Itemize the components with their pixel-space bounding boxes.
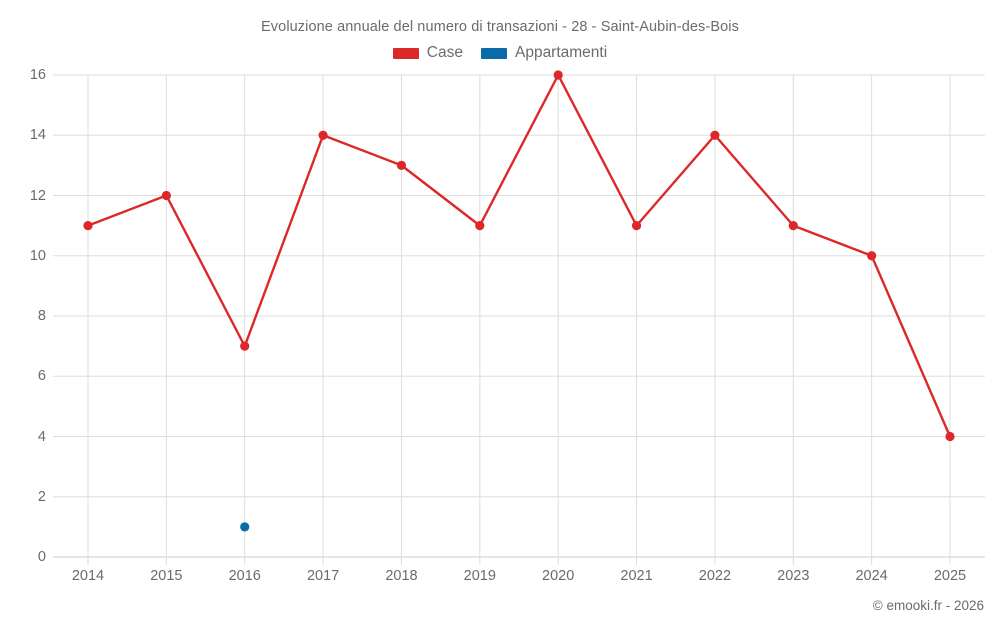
y-tick-label: 8 bbox=[37, 308, 46, 324]
y-tick-label: 0 bbox=[37, 549, 46, 565]
x-tick-label: 2017 bbox=[306, 568, 340, 584]
x-tick-label: 2016 bbox=[228, 568, 261, 584]
y-axis: 0 2 4 6 8 10 12 14 16 bbox=[0, 0, 46, 625]
y-tick-label: 14 bbox=[29, 127, 46, 144]
x-tick-label: 2022 bbox=[698, 568, 732, 584]
series-line-0 bbox=[86, 73, 952, 438]
legend-label-appartamenti: Appartamenti bbox=[514, 44, 608, 61]
legend-item-appartamenti[interactable]: Appartamenti bbox=[480, 44, 608, 62]
data-point[interactable] bbox=[396, 160, 407, 170]
y-tick-label: 6 bbox=[37, 368, 46, 385]
data-point[interactable] bbox=[867, 251, 877, 261]
chart-title: Evoluzione annuale del numero di transaz… bbox=[261, 19, 739, 35]
data-point[interactable] bbox=[161, 190, 171, 201]
chart-legend: Case Appartamenti bbox=[0, 44, 1000, 62]
grid-lines bbox=[53, 74, 985, 565]
data-point[interactable] bbox=[553, 70, 563, 80]
data-point[interactable] bbox=[631, 221, 642, 231]
data-point[interactable] bbox=[240, 341, 250, 351]
data-point[interactable] bbox=[83, 221, 93, 231]
data-point[interactable] bbox=[240, 522, 250, 532]
x-tick-label: 2025 bbox=[933, 568, 967, 584]
x-tick-label: 2015 bbox=[150, 568, 183, 584]
data-point[interactable] bbox=[318, 130, 328, 140]
x-tick-label: 2024 bbox=[855, 568, 888, 584]
y-tick-label: 16 bbox=[29, 67, 46, 83]
x-tick-label: 2018 bbox=[385, 568, 418, 584]
data-point[interactable] bbox=[945, 431, 955, 442]
legend-label-case: Case bbox=[426, 44, 463, 61]
data-point[interactable] bbox=[475, 221, 485, 231]
footer-credit: © emooki.fr - 2026 bbox=[872, 598, 984, 613]
x-tick-label: 2014 bbox=[71, 568, 105, 584]
x-tick-label: 2021 bbox=[620, 568, 653, 584]
data-point[interactable] bbox=[710, 130, 720, 140]
legend-swatch-appartamenti bbox=[480, 47, 507, 59]
data-points bbox=[83, 70, 955, 532]
legend-item-case[interactable]: Case bbox=[392, 44, 463, 62]
x-tick-label: 2019 bbox=[463, 568, 496, 584]
x-tick-label: 2023 bbox=[777, 568, 810, 584]
x-tick-label: 2020 bbox=[542, 568, 575, 584]
y-tick-label: 10 bbox=[29, 247, 46, 264]
y-tick-label: 4 bbox=[37, 428, 46, 445]
legend-swatch-case bbox=[392, 47, 419, 59]
y-tick-label: 2 bbox=[37, 488, 46, 505]
series-lines bbox=[86, 73, 952, 438]
data-point[interactable] bbox=[788, 221, 798, 231]
y-tick-label: 12 bbox=[29, 187, 46, 204]
